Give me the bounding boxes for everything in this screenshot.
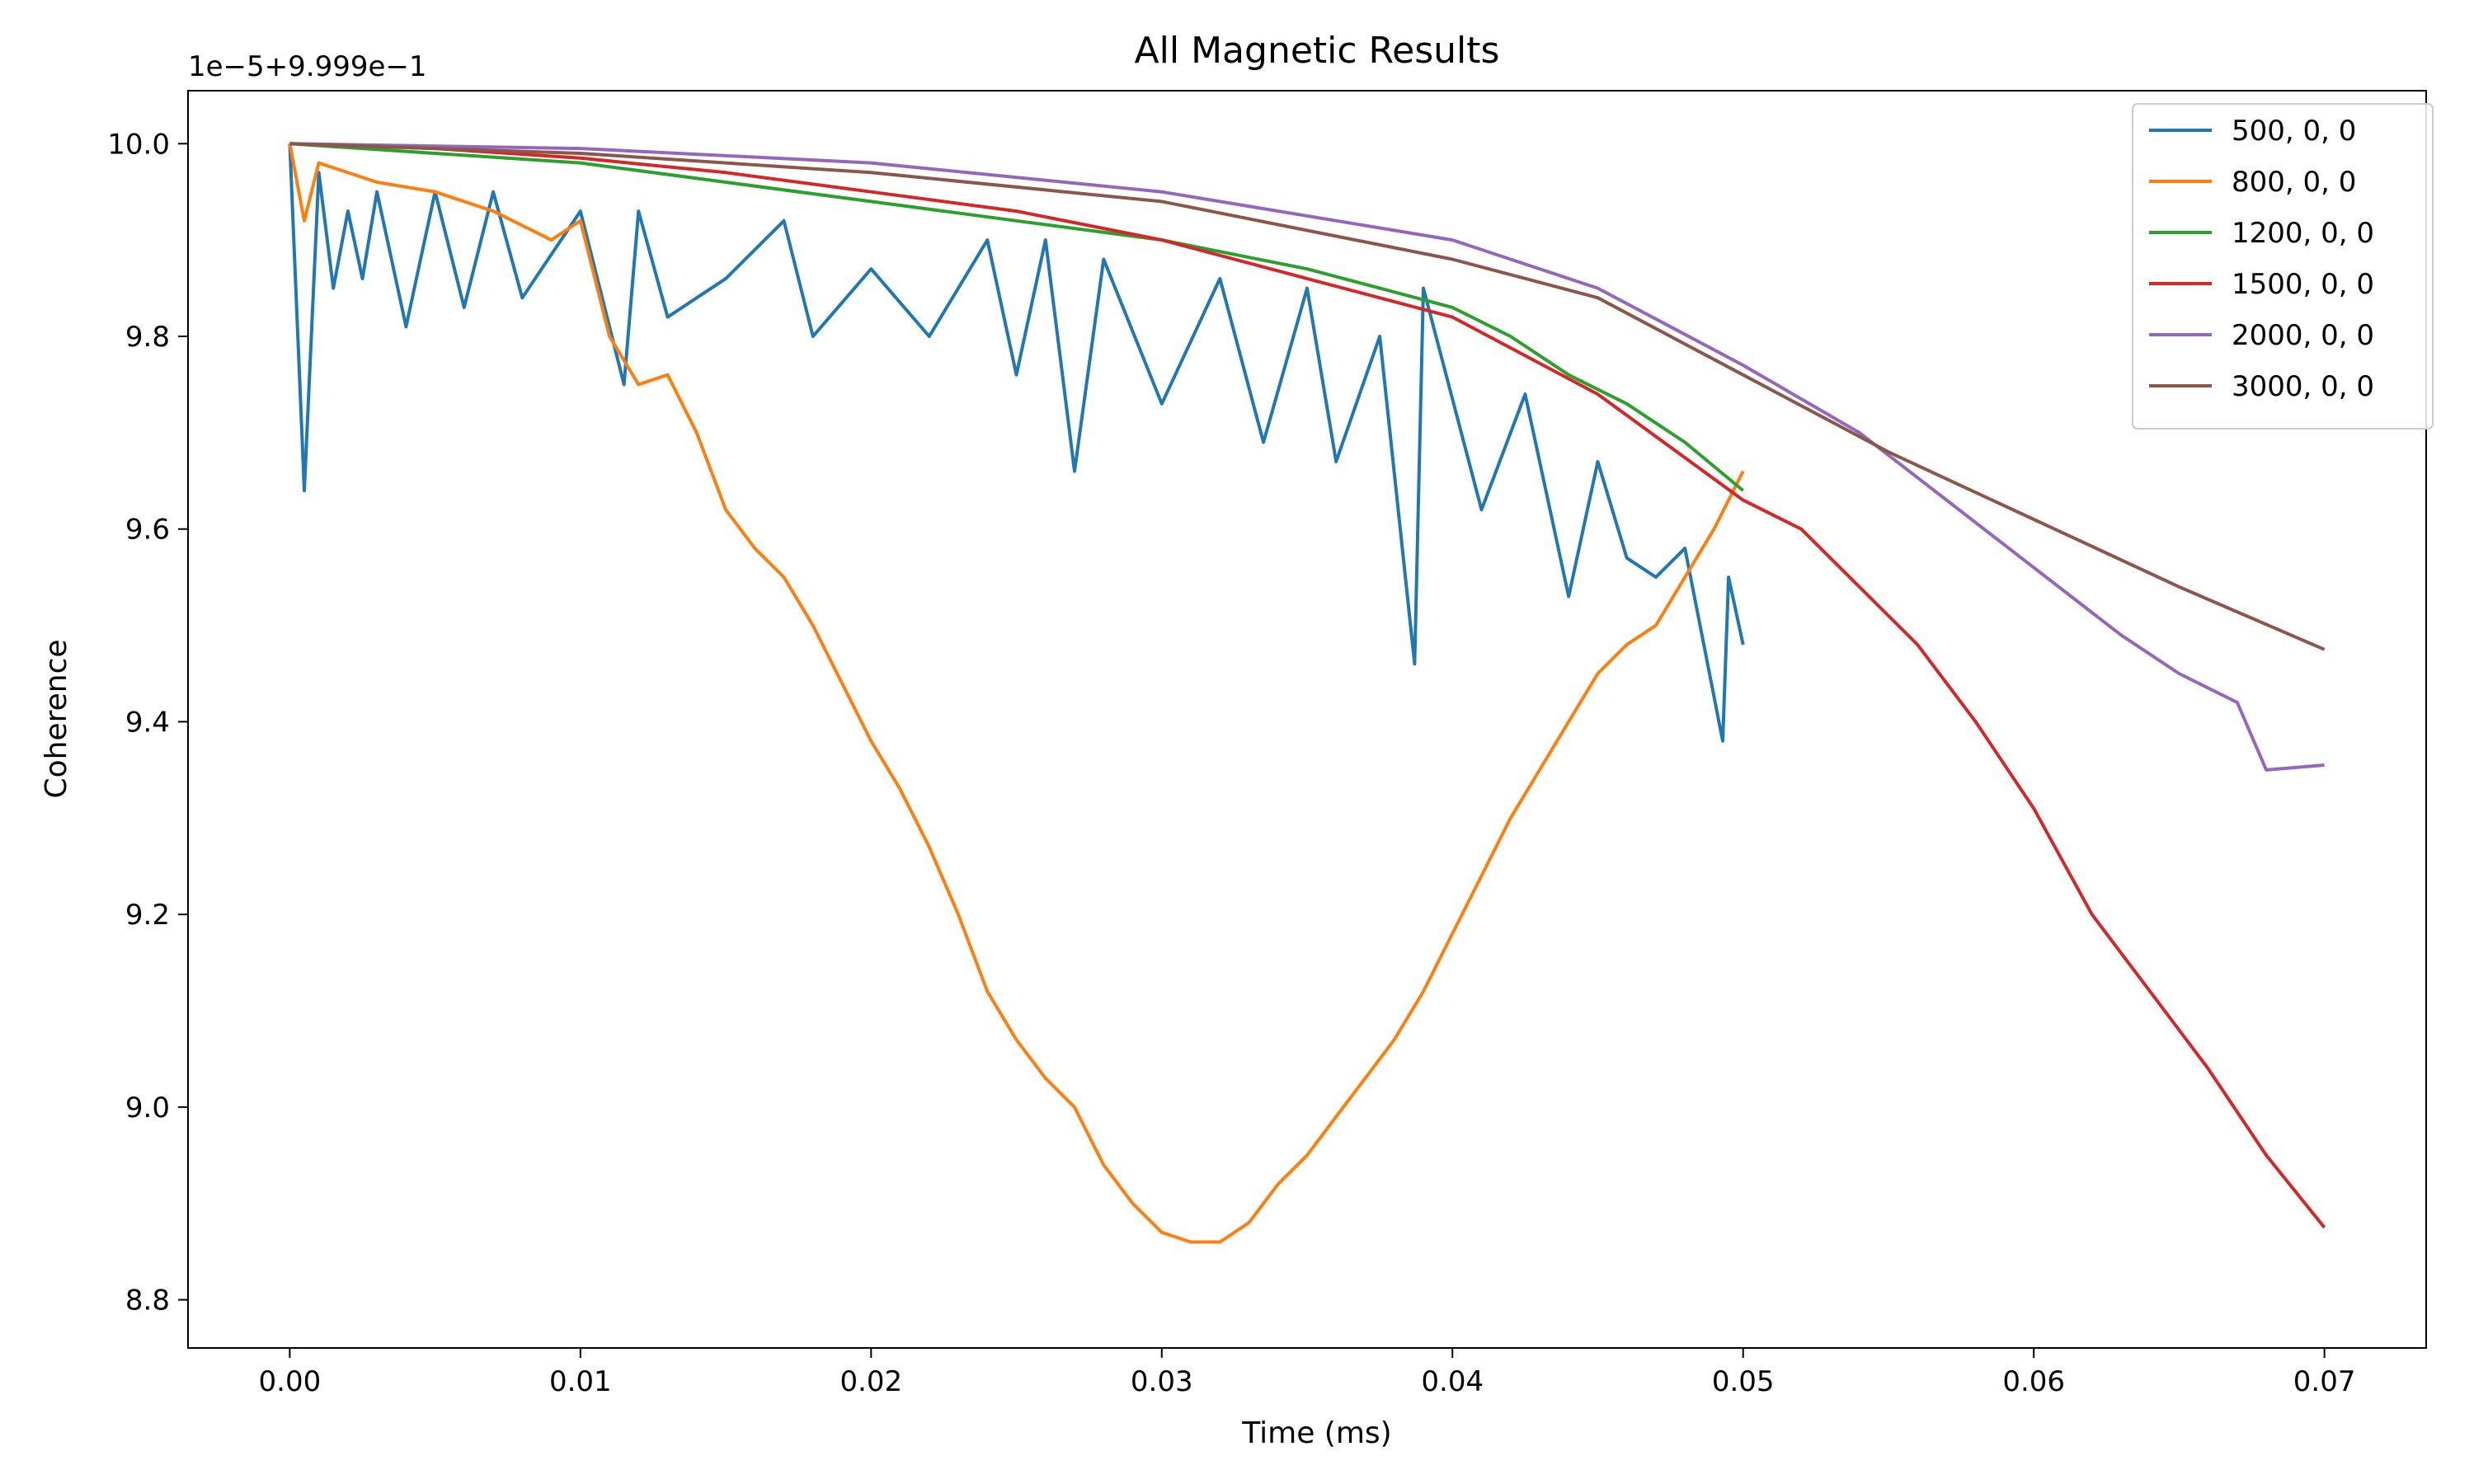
y-tick-label: 10.0 [107,128,170,161]
x-tick-label: 0.04 [1421,1365,1484,1398]
series-line-5 [289,142,2326,651]
y-tick-label: 9.4 [125,706,170,739]
series-line-4 [289,142,2325,772]
legend-entry: 2000, 0, 0 [2232,319,2374,352]
legend-entry: 3000, 0, 0 [2232,370,2374,403]
x-tick-label: 0.01 [549,1365,612,1398]
series-line-2 [289,142,1744,492]
series-line-1 [288,143,1745,1244]
y-axis-label: Coherence [40,639,73,798]
legend-entry: 800, 0, 0 [2232,166,2356,199]
y-axis: 8.8 9.0 9.2 9.4 9.6 9.8 10.0 [107,128,188,1317]
legend-entry: 1200, 0, 0 [2232,217,2374,250]
y-tick-label: 9.8 [125,321,170,354]
y-tick-label: 8.8 [125,1284,170,1317]
series-line-0 [288,143,1745,743]
chart-title: All Magnetic Results [1135,30,1500,72]
legend: 500, 0, 0 800, 0, 0 1200, 0, 0 1500, 0, 0 20… [2132,103,2434,430]
x-tick-label: 0.00 [259,1365,322,1398]
y-tick-label: 9.0 [125,1092,170,1125]
x-tick-label: 0.05 [1712,1365,1775,1398]
legend-entry: 1500, 0, 0 [2232,268,2374,301]
plot-frame [187,90,2427,1349]
x-tick-label: 0.02 [840,1365,902,1398]
y-tick-label: 9.2 [125,899,170,932]
x-tick-label: 0.06 [2002,1365,2065,1398]
x-axis: 0.00 0.01 0.02 0.03 0.04 0.05 0.06 0.07 [259,1348,2356,1398]
legend-entry: 500, 0, 0 [2232,115,2356,148]
x-axis-label: Time (ms) [1241,1416,1391,1450]
x-tick-label: 0.07 [2293,1365,2356,1398]
y-tick-label: 9.6 [125,514,170,547]
legend-box [2132,103,2434,430]
series-line-3 [289,142,2326,1229]
x-tick-label: 0.03 [1131,1365,1193,1398]
plot-area [288,142,2326,1244]
y-offset-text: 1e−5+9.999e−1 [188,50,427,83]
